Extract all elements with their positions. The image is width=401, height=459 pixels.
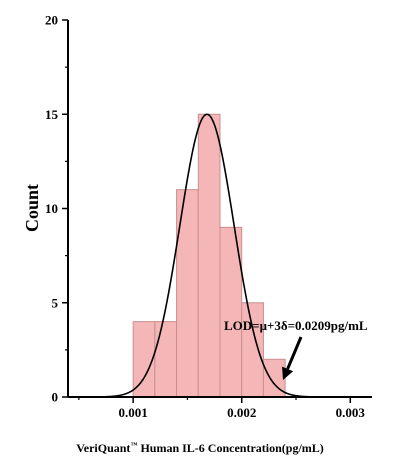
y-axis-label: Count — [22, 184, 42, 232]
y-tick-label: 20 — [45, 13, 58, 28]
x-axis-label-tm: ™ — [130, 441, 137, 449]
x-axis-label-rest: Human IL-6 Concentration(pg/mL) — [137, 441, 323, 455]
normal-fit-curve — [89, 113, 340, 398]
y-ticks-group: 0 5 10 15 20 — [45, 13, 68, 405]
x-ticks-group: 0.001 0.002 0.003 — [78, 397, 366, 420]
x-tick-label: 0.002 — [227, 405, 256, 420]
histogram-bar-4 — [197, 113, 221, 398]
y-tick-label: 15 — [45, 107, 59, 122]
x-tick-label: 0.003 — [336, 405, 366, 420]
x-tick-label: 0.001 — [119, 405, 148, 420]
y-tick-label: 5 — [52, 295, 59, 310]
arrow-head — [282, 366, 294, 381]
histogram-bar-1 — [132, 321, 156, 398]
y-tick-label: 0 — [52, 390, 59, 405]
lod-annotation-text: LOD=μ+3δ=0.0209pg/mL — [224, 318, 368, 333]
arrow-shaft — [286, 336, 303, 370]
bars-group — [132, 113, 286, 398]
histogram-bar-6 — [241, 302, 264, 398]
lod-annotation-arrow — [282, 336, 303, 381]
y-tick-label: 10 — [45, 201, 58, 216]
x-axis-label-main: VeriQuant — [76, 441, 130, 455]
histogram-bar-2 — [154, 321, 178, 398]
x-axis-label: VeriQuant™ Human IL-6 Concentration(pg/m… — [76, 441, 324, 455]
